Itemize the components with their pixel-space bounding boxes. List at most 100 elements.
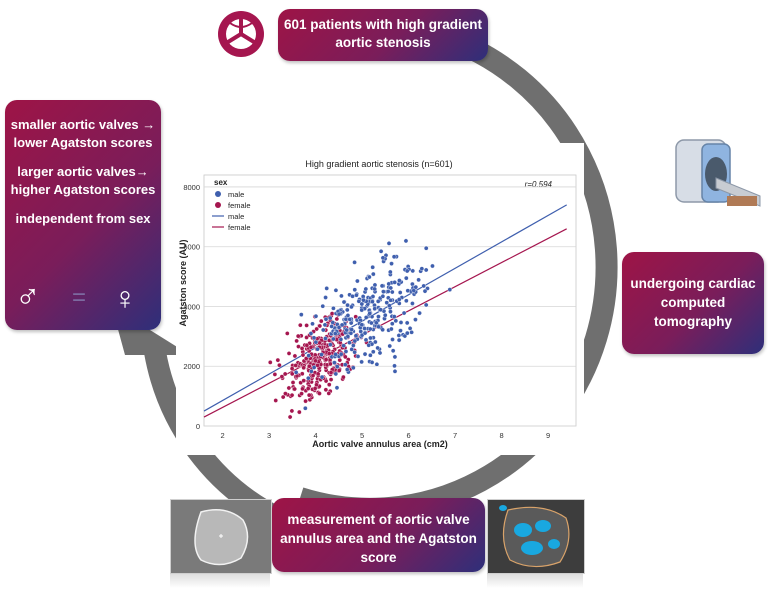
male-point bbox=[387, 343, 393, 349]
male-point bbox=[389, 289, 395, 295]
male-point bbox=[380, 293, 386, 299]
female-point bbox=[300, 352, 306, 358]
male-point bbox=[353, 333, 359, 339]
male-point bbox=[388, 269, 393, 275]
male-point bbox=[336, 325, 342, 330]
male-point bbox=[319, 374, 325, 380]
male-point bbox=[319, 352, 324, 357]
male-point bbox=[392, 363, 397, 369]
male-point bbox=[385, 289, 391, 294]
male-point bbox=[405, 288, 411, 293]
male-point bbox=[374, 320, 379, 326]
male-point bbox=[370, 264, 375, 270]
male-point bbox=[315, 346, 320, 352]
male-point bbox=[407, 326, 413, 331]
male-point bbox=[331, 336, 336, 342]
male-point bbox=[376, 314, 381, 319]
male-point bbox=[336, 311, 342, 317]
male-point bbox=[303, 405, 308, 411]
male-point bbox=[333, 371, 339, 377]
male-point bbox=[328, 342, 333, 347]
female-point bbox=[337, 357, 343, 363]
male-point bbox=[372, 286, 377, 292]
male-point bbox=[402, 333, 408, 339]
step-measurement-box: measurement of aortic valve annulus area… bbox=[272, 498, 485, 572]
chart-title: High gradient aortic stenosis (n=601) bbox=[305, 159, 452, 169]
male-point bbox=[421, 283, 426, 289]
chart-annotation: r=0.594 bbox=[525, 180, 553, 189]
male-point bbox=[345, 334, 351, 339]
male-point bbox=[344, 367, 350, 372]
finding-larger-valves: larger aortic valves→ higher Agatston sc… bbox=[10, 164, 156, 197]
male-point bbox=[349, 347, 355, 352]
male-point bbox=[389, 326, 394, 332]
male-point bbox=[293, 370, 299, 375]
finding-independent-sex: independent from sex bbox=[15, 211, 151, 226]
male-point bbox=[391, 314, 397, 319]
female-point bbox=[304, 342, 310, 348]
female-point bbox=[308, 344, 314, 350]
male-point bbox=[370, 294, 376, 299]
male-point bbox=[377, 350, 383, 356]
male-point bbox=[352, 260, 357, 265]
female-point bbox=[323, 357, 329, 362]
male-point bbox=[419, 266, 425, 271]
female-point bbox=[306, 363, 312, 369]
male-point bbox=[323, 336, 328, 341]
male-point bbox=[350, 294, 355, 299]
scatter-chart-panel: High gradient aortic stenosis (n=601) r=… bbox=[176, 143, 584, 455]
male-point bbox=[339, 293, 344, 299]
male-point bbox=[393, 318, 399, 324]
male-point bbox=[397, 290, 403, 295]
male-point bbox=[404, 275, 409, 281]
male-point bbox=[333, 352, 338, 357]
female-point bbox=[289, 408, 295, 414]
male-point bbox=[372, 306, 377, 312]
male-point bbox=[362, 330, 368, 336]
findings-box: smaller aortic valves → lower Agatston s… bbox=[5, 100, 161, 330]
male-point bbox=[332, 331, 338, 336]
male-point bbox=[356, 298, 362, 304]
female-point bbox=[301, 365, 306, 371]
male-point bbox=[329, 324, 334, 329]
male-point bbox=[345, 313, 351, 318]
female-point bbox=[323, 387, 329, 393]
male-point bbox=[423, 245, 429, 251]
female-point bbox=[317, 391, 322, 396]
male-point bbox=[392, 369, 398, 374]
female-point bbox=[286, 351, 292, 356]
male-point bbox=[359, 359, 364, 365]
male-point bbox=[372, 282, 378, 288]
female-point bbox=[328, 377, 334, 382]
legend-marker bbox=[215, 191, 221, 197]
y-axis-label: Agatston score (AU) bbox=[178, 239, 188, 326]
annulus-ct-image bbox=[170, 499, 272, 574]
male-point bbox=[338, 351, 344, 357]
female-point bbox=[292, 386, 297, 392]
male-point bbox=[320, 303, 326, 309]
step-patients-box: 601 patients with high gradient aortic s… bbox=[278, 9, 488, 61]
male-point bbox=[323, 316, 329, 322]
male-point bbox=[323, 295, 328, 300]
male-point bbox=[347, 317, 353, 322]
female-point bbox=[303, 356, 309, 361]
male-point bbox=[311, 335, 317, 341]
male-point bbox=[367, 274, 372, 280]
female-point bbox=[306, 392, 312, 398]
male-point bbox=[363, 337, 369, 343]
female-point bbox=[326, 351, 332, 356]
male-point bbox=[367, 326, 373, 332]
male-point bbox=[378, 249, 384, 254]
male-point bbox=[447, 287, 453, 292]
female-point bbox=[337, 368, 342, 373]
x-tick-label: 6 bbox=[407, 431, 411, 440]
female-fit-line bbox=[203, 228, 567, 418]
male-point bbox=[389, 261, 394, 266]
female-point bbox=[273, 398, 279, 403]
male-point bbox=[306, 375, 311, 381]
male-point bbox=[404, 268, 410, 274]
male-point bbox=[378, 307, 383, 313]
female-point bbox=[300, 386, 305, 392]
male-point bbox=[422, 288, 428, 294]
male-point bbox=[375, 345, 380, 351]
